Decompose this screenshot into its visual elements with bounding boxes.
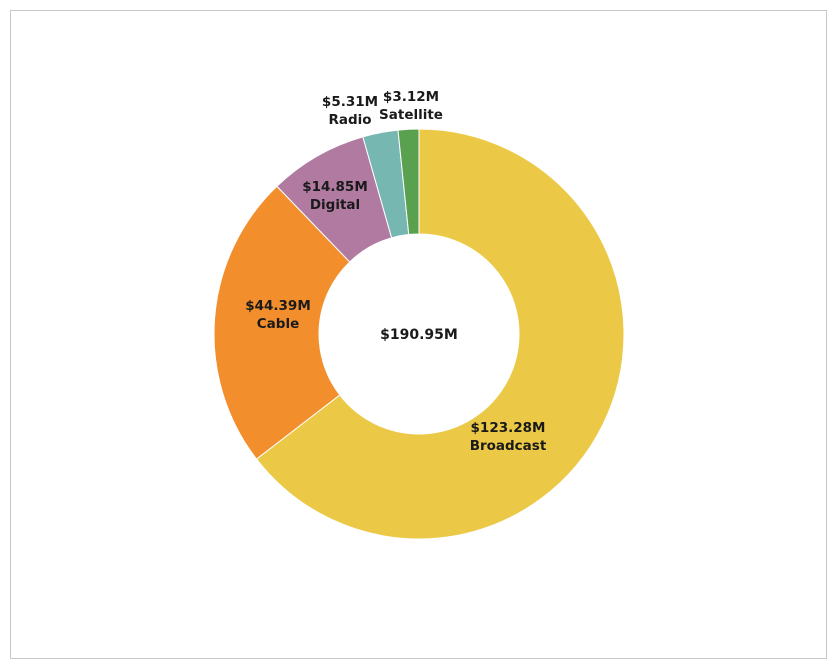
slice-category-label-broadcast: Broadcast bbox=[470, 438, 547, 454]
slice-value-label-satellite: $3.12M bbox=[383, 89, 439, 105]
slice-labels: $123.28M Broadcast $44.39M Cable $14.85M Digi… bbox=[245, 89, 547, 454]
slice-category-label-digital: Digital bbox=[310, 197, 360, 213]
center-total-label: $190.95M bbox=[380, 327, 458, 343]
slice-category-label-cable: Cable bbox=[257, 316, 299, 332]
slice-value-label-broadcast: $123.28M bbox=[471, 420, 546, 436]
slice-category-label-satellite: Satellite bbox=[379, 107, 443, 123]
slice-category-label-radio: Radio bbox=[328, 112, 371, 128]
slice-value-label-cable: $44.39M bbox=[245, 298, 311, 314]
slice-value-label-radio: $5.31M bbox=[322, 94, 378, 110]
slice-value-label-digital: $14.85M bbox=[302, 179, 368, 195]
donut-hole bbox=[319, 234, 519, 434]
donut-slices bbox=[213, 128, 625, 540]
